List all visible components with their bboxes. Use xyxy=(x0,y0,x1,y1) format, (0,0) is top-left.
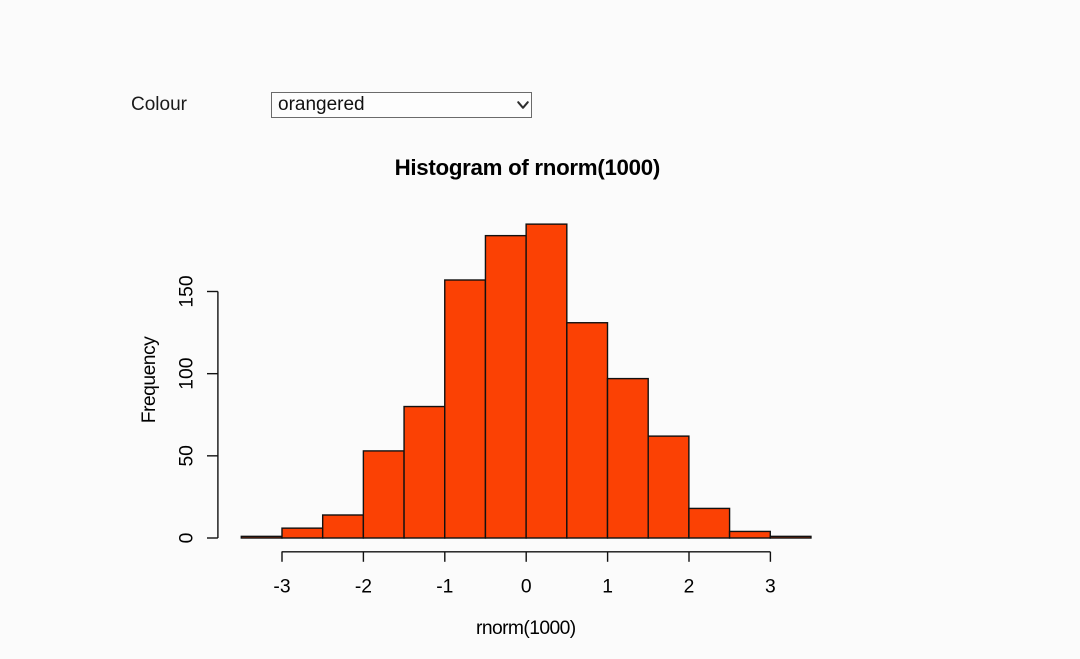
svg-text:rnorm(1000): rnorm(1000) xyxy=(476,618,576,639)
svg-text:50: 50 xyxy=(177,445,198,466)
svg-text:Frequency: Frequency xyxy=(139,336,160,423)
svg-text:2: 2 xyxy=(684,577,695,598)
svg-text:-1: -1 xyxy=(436,577,453,598)
svg-text:150: 150 xyxy=(177,275,198,307)
svg-text:0: 0 xyxy=(177,533,198,544)
svg-text:-2: -2 xyxy=(355,577,372,598)
svg-text:0: 0 xyxy=(521,577,532,598)
svg-text:-3: -3 xyxy=(273,577,290,598)
svg-text:1: 1 xyxy=(602,577,613,598)
svg-text:100: 100 xyxy=(177,358,198,390)
svg-text:3: 3 xyxy=(765,577,776,598)
svg-text:Histogram of rnorm(1000): Histogram of rnorm(1000) xyxy=(395,155,660,180)
